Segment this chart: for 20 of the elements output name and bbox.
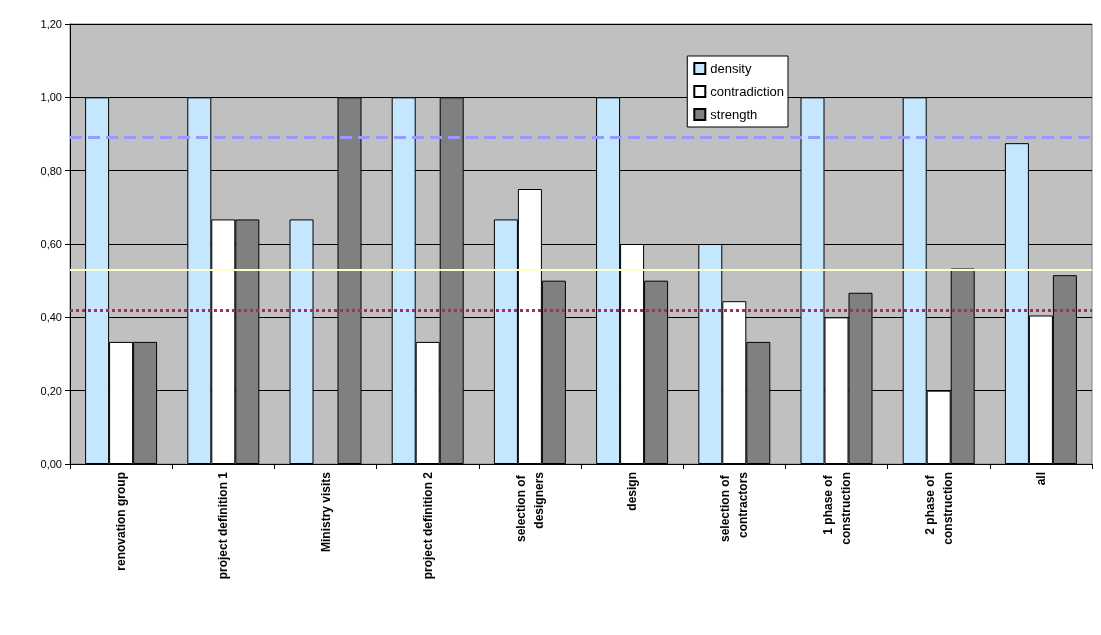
y-tick-label: 1,20 xyxy=(40,18,62,30)
legend-label: density xyxy=(710,61,752,76)
y-tick-label: 0,20 xyxy=(40,384,62,397)
y-tick-label: 0,00 xyxy=(40,458,62,470)
y-tick-label: 0,40 xyxy=(40,311,62,324)
y-tick-label: 0,80 xyxy=(40,164,62,177)
y-tick-label: 0,60 xyxy=(40,238,62,250)
x-tick-label: 2 phase of construction xyxy=(922,472,955,545)
legend-label: contradiction xyxy=(710,84,785,99)
x-tick-label: all xyxy=(1033,472,1048,486)
x-tick-label: project definition 1 xyxy=(216,471,231,580)
x-tick-label: selection of designers xyxy=(513,471,546,543)
x-tick-label: selection of contractors xyxy=(718,471,751,543)
y-tick-label: 1,00 xyxy=(40,91,62,104)
legend-label: strength xyxy=(710,107,758,122)
x-tick-label: renovation group xyxy=(114,472,129,571)
x-tick-label: project definition 2 xyxy=(420,471,435,580)
x-tick-label: 1 phase of construction xyxy=(820,472,853,545)
x-tick-label: design xyxy=(625,472,640,511)
x-tick-label: Ministry visits xyxy=(318,471,333,553)
